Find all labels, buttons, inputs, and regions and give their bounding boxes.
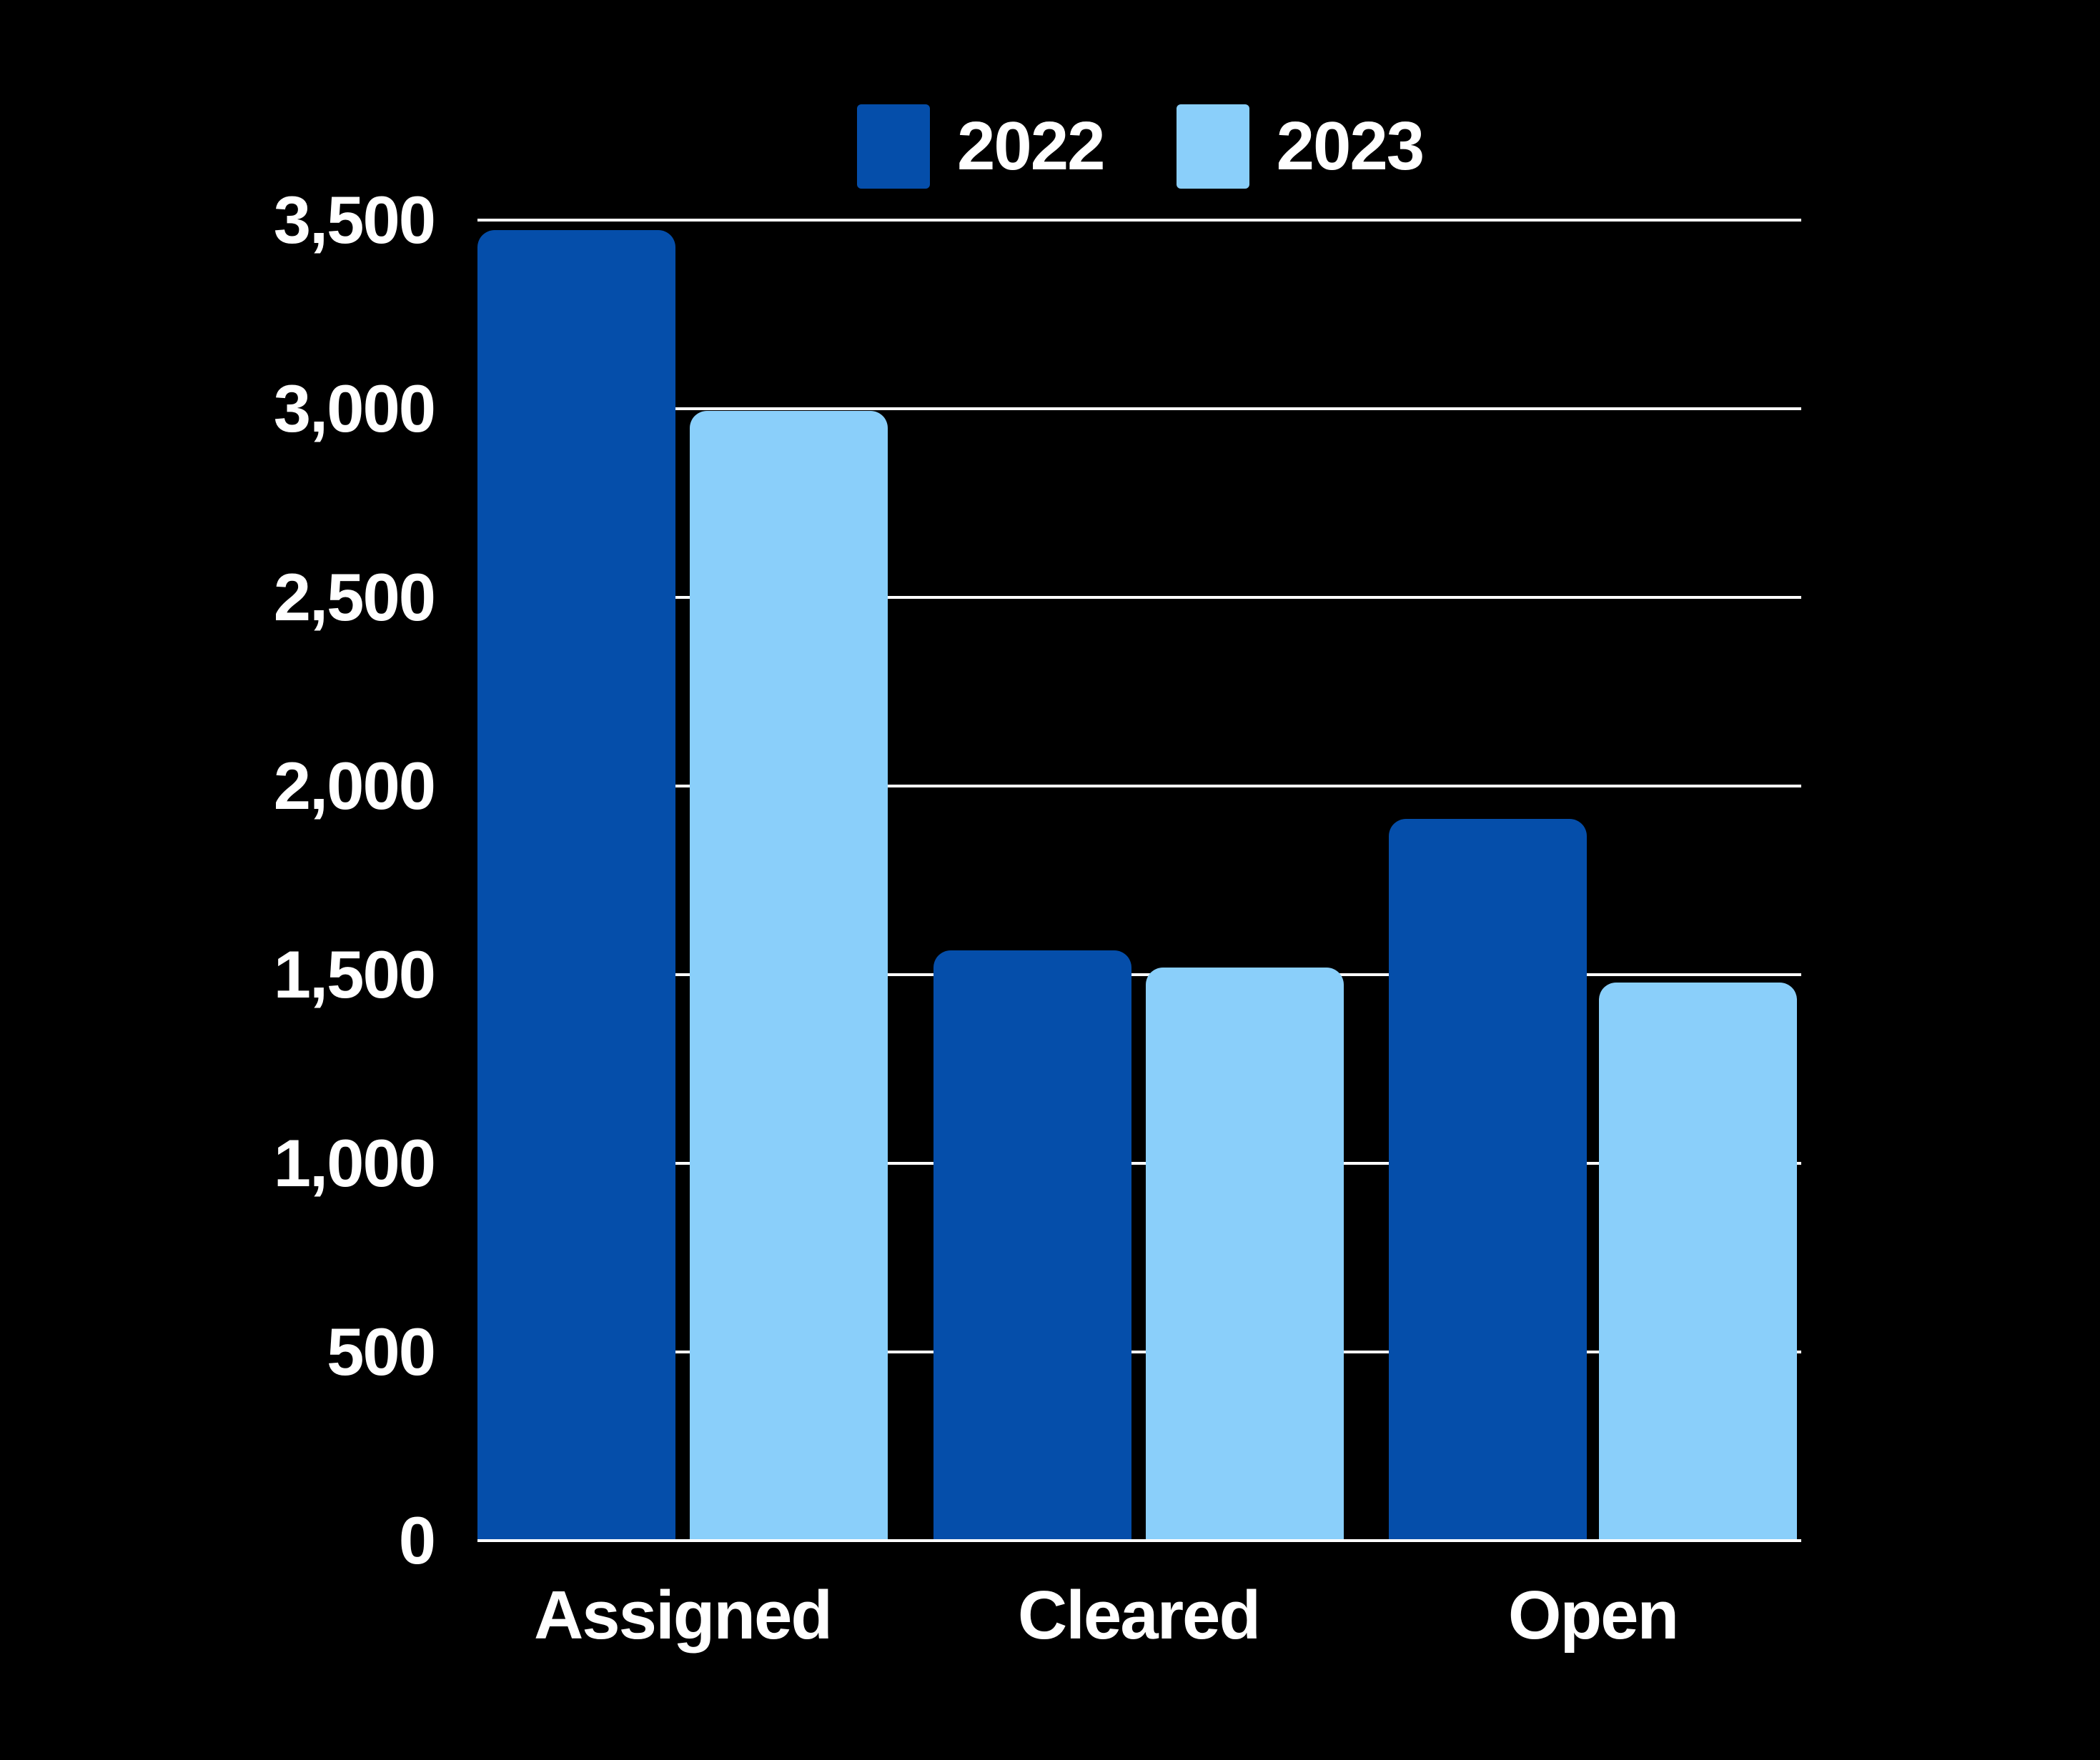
bar-2023-assigned	[690, 411, 888, 1539]
bar-2022-cleared	[933, 950, 1131, 1539]
y-axis-tick-label: 2,500	[273, 560, 436, 635]
y-axis-tick-label: 3,000	[273, 371, 436, 446]
gridline-500	[477, 1351, 1801, 1353]
legend-label-2022: 2022	[957, 108, 1106, 184]
legend-item-2022: 2022	[857, 104, 1106, 189]
y-axis-tick-label: 0	[398, 1503, 436, 1578]
gridline-0	[477, 1539, 1801, 1542]
gridline-1000	[477, 1162, 1801, 1165]
y-axis-tick-label: 1,000	[273, 1125, 436, 1200]
y-axis-tick-label: 500	[327, 1314, 436, 1389]
gridline-2000	[477, 785, 1801, 787]
gridline-3000	[477, 407, 1801, 410]
y-axis-tick-label: 3,500	[273, 182, 436, 257]
gridline-2500	[477, 596, 1801, 599]
bar-2023-cleared	[1146, 968, 1344, 1539]
legend-swatch-2023	[1176, 104, 1249, 189]
bar-2022-open	[1389, 819, 1587, 1539]
legend-swatch-2022	[857, 104, 930, 189]
chart-legend: 2022 2023	[857, 104, 1425, 189]
legend-item-2023: 2023	[1176, 104, 1425, 189]
gridline-3500	[477, 219, 1801, 222]
legend-label-2023: 2023	[1276, 108, 1425, 184]
bar-2023-open	[1599, 983, 1797, 1539]
bar-2022-assigned	[477, 230, 675, 1539]
x-axis-label-assigned: Assigned	[533, 1577, 833, 1654]
x-axis-label-cleared: Cleared	[1017, 1577, 1261, 1654]
y-axis-tick-label: 2,000	[273, 748, 436, 823]
gridline-1500	[477, 973, 1801, 976]
x-axis-label-open: Open	[1507, 1577, 1679, 1654]
y-axis-tick-label: 1,500	[273, 937, 436, 1012]
